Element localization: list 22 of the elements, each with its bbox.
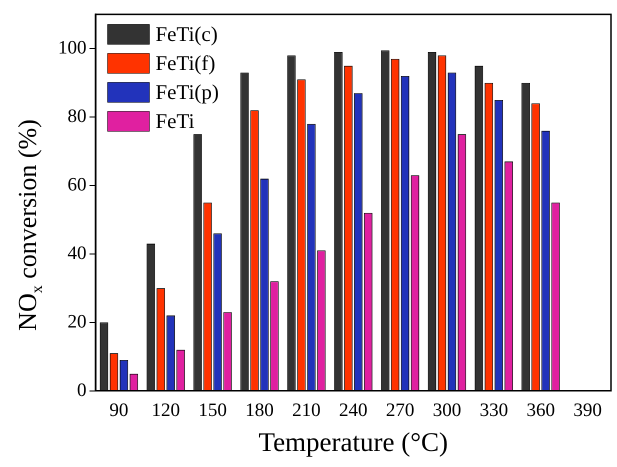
x-tick-label: 330 (480, 400, 508, 422)
x-tick-label: 120 (152, 400, 180, 422)
y-tick-label: 60 (68, 174, 86, 196)
legend-label: FeTi(c) (156, 22, 218, 46)
y-tick-label: 40 (68, 242, 86, 264)
x-tick-label: 300 (432, 400, 462, 422)
y-tick-label: 20 (68, 311, 86, 332)
x-tick-label: 180 (245, 400, 274, 422)
y-tick-label: 0 (77, 380, 86, 401)
x-tick-label: 90 (109, 400, 128, 422)
x-tick-label: 360 (526, 400, 555, 422)
legend-label: FeTi(f) (156, 50, 216, 75)
x-tick-label: 270 (386, 400, 414, 422)
y-tick-label: 100 (58, 38, 86, 59)
y-tick-label: 80 (68, 106, 86, 128)
x-tick-label: 390 (573, 400, 602, 422)
x-tick-label: 210 (292, 400, 321, 422)
x-axis-title: Temperature (°C) (258, 426, 448, 457)
x-tick-label: 240 (339, 400, 368, 422)
legend-label: FeTi(p) (156, 80, 219, 104)
legend-label: FeTi (156, 108, 195, 133)
x-tick-label: 150 (198, 400, 227, 422)
